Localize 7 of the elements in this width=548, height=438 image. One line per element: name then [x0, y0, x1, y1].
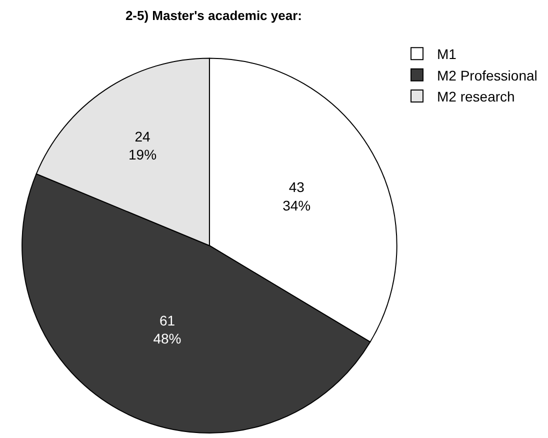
- chart-title: 2-5) Master's academic year:: [125, 8, 302, 24]
- legend-label: M2 research: [437, 88, 515, 105]
- legend-label: M2 Professional: [437, 67, 538, 84]
- data-label: 61 48%: [153, 312, 182, 347]
- data-label: 24 19%: [128, 128, 157, 163]
- data-label: 43 34%: [282, 179, 311, 214]
- legend-label: M1: [437, 46, 457, 62]
